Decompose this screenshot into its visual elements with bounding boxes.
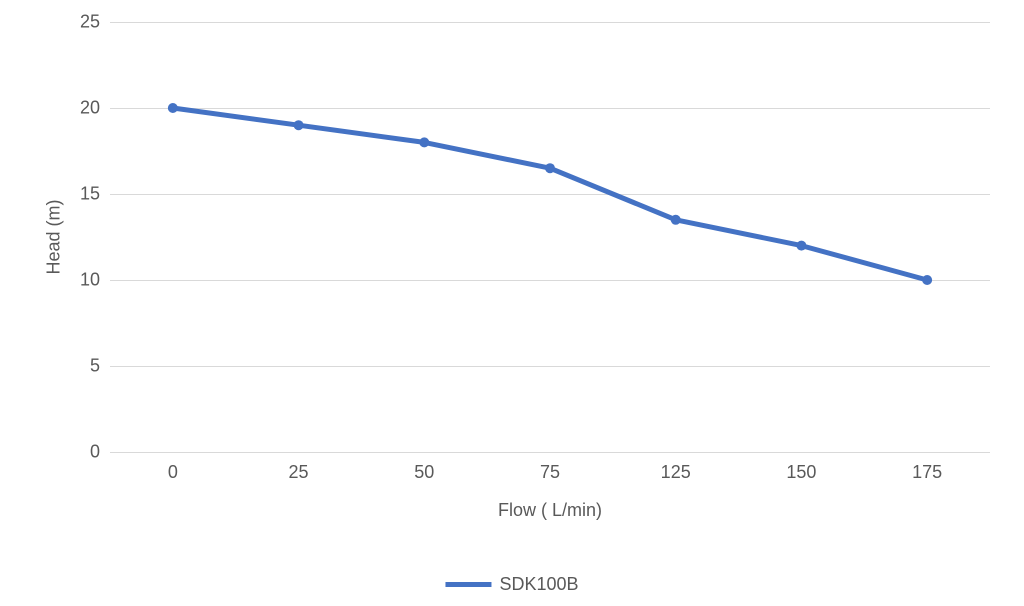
y-tick-label: 25: [80, 12, 110, 33]
x-tick-label: 25: [289, 452, 309, 483]
series-line: [173, 108, 927, 280]
series-marker: [545, 163, 555, 173]
legend: SDK100B: [445, 574, 578, 595]
y-tick-label: 15: [80, 184, 110, 205]
series-marker: [294, 120, 304, 130]
x-tick-label: 125: [661, 452, 691, 483]
series-marker: [671, 215, 681, 225]
pump-curve-chart: 05101520250255075125150175 Head (m) Flow…: [0, 0, 1024, 606]
x-tick-label: 50: [414, 452, 434, 483]
series-marker: [796, 241, 806, 251]
y-tick-label: 10: [80, 270, 110, 291]
series-svg: [110, 22, 990, 452]
x-tick-label: 150: [786, 452, 816, 483]
x-axis-title: Flow ( L/min): [498, 500, 602, 521]
x-tick-label: 175: [912, 452, 942, 483]
y-tick-label: 20: [80, 98, 110, 119]
y-tick-label: 5: [90, 356, 110, 377]
y-tick-label: 0: [90, 442, 110, 463]
series-marker: [419, 137, 429, 147]
x-tick-label: 0: [168, 452, 178, 483]
series-marker: [168, 103, 178, 113]
x-tick-label: 75: [540, 452, 560, 483]
plot-area: 05101520250255075125150175: [110, 22, 990, 452]
legend-series-label: SDK100B: [499, 574, 578, 595]
legend-swatch: [445, 582, 491, 587]
y-axis-title: Head (m): [44, 199, 65, 274]
series-marker: [922, 275, 932, 285]
